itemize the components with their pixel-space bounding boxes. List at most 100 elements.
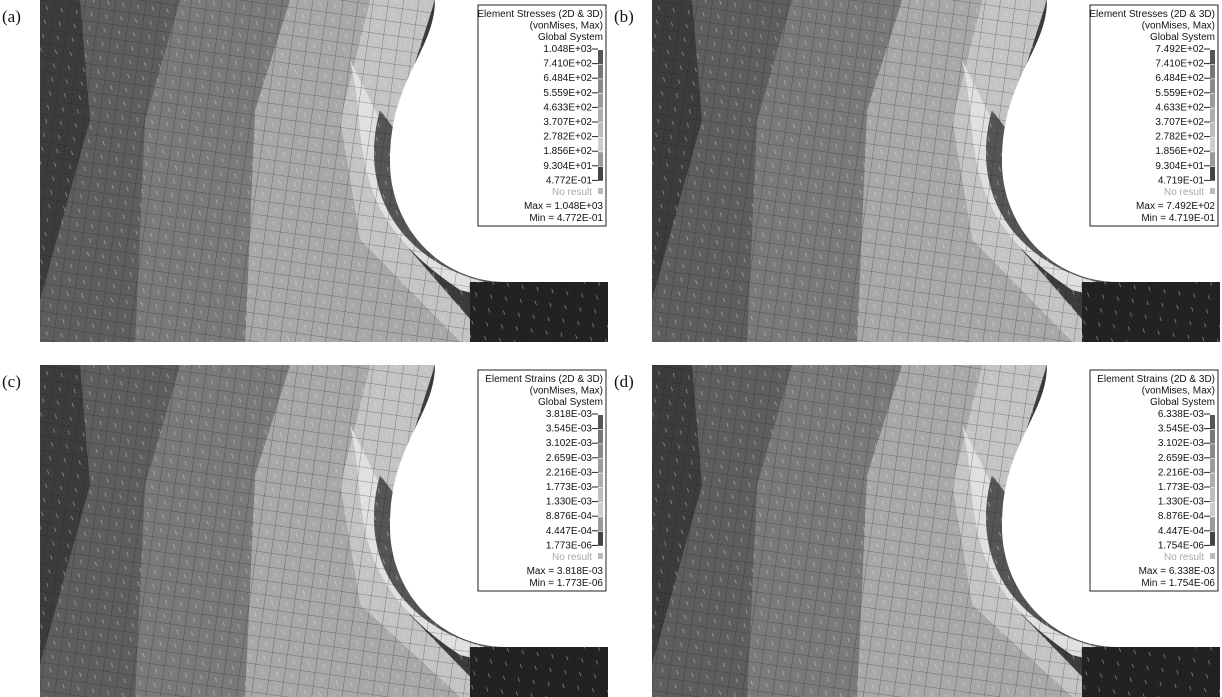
legend-max: Max = 1.048E+03 [524, 201, 603, 212]
legend: Element Strains (2D & 3D)(vonMises, Max)… [1090, 370, 1218, 591]
legend-level: 3.707E+02 [1155, 117, 1204, 128]
legend-min: Min = 4.772E-01 [529, 213, 603, 224]
legend-level: 3.818E-03 [546, 409, 593, 420]
legend-level: 9.304E+01 [543, 161, 592, 172]
legend-min: Min = 1.754E-06 [1141, 578, 1215, 589]
panel-label: (c) [2, 372, 21, 391]
legend-swatch [598, 415, 603, 429]
legend-level: 3.102E-03 [1158, 438, 1205, 449]
legend-level: 2.782E+02 [1155, 132, 1204, 143]
legend-swatch [1210, 50, 1215, 64]
legend-swatch [1210, 444, 1215, 458]
panel: (c) Element Strains (2D & 3D)(vonMises, M… [2, 365, 608, 697]
legend-swatch [1210, 473, 1215, 487]
legend-level: 1.773E-06 [546, 540, 593, 551]
legend-level: 4.772E-01 [546, 175, 593, 186]
legend-min: Min = 1.773E-06 [529, 578, 603, 589]
legend-min: Min = 4.719E-01 [1141, 213, 1215, 224]
legend-level: 1.773E-03 [546, 482, 593, 493]
legend-level: 8.876E-04 [1158, 511, 1205, 522]
legend-title: Global System [538, 397, 603, 408]
legend-swatch [1210, 188, 1215, 194]
legend-swatch [1210, 488, 1215, 502]
legend-level: 1.856E+02 [543, 146, 592, 157]
legend-title: (vonMises, Max) [1142, 386, 1215, 397]
panel-label: (d) [614, 372, 634, 391]
legend-no-result: No result [1164, 552, 1204, 563]
legend: Element Stresses (2D & 3D)(vonMises, Max… [1089, 5, 1218, 226]
figure: (a)Element Stresses (2D & 3D)(vonMises, … [0, 0, 1222, 697]
legend-level: 4.633E+02 [543, 102, 592, 113]
legend-swatch [598, 138, 603, 152]
legend-level: 4.447E-04 [546, 526, 593, 537]
legend-swatch [598, 430, 603, 444]
legend-level: 2.659E-03 [1158, 453, 1205, 464]
legend-title: Element Strains (2D & 3D) [1097, 374, 1215, 385]
legend-swatch [598, 188, 603, 194]
legend-swatch [1210, 94, 1215, 108]
legend: Element Strains (2D & 3D)(vonMises, Max)… [478, 370, 606, 591]
legend-level: 6.338E-03 [1158, 409, 1205, 420]
legend-swatch [598, 79, 603, 93]
legend-title: (vonMises, Max) [1142, 21, 1215, 32]
legend-level: 3.545E-03 [546, 424, 593, 435]
legend-swatch [1210, 167, 1215, 181]
legend-swatch [598, 532, 603, 546]
panel: (d) Element Strains (2D & 3D)(vonMises, M… [614, 365, 1220, 697]
legend-title: Element Strains (2D & 3D) [485, 374, 603, 385]
legend-no-result: No result [552, 187, 592, 198]
legend-swatch [1210, 79, 1215, 93]
legend-swatch [1210, 415, 1215, 429]
legend-swatch [1210, 503, 1215, 517]
panel: (b) Element Stresses (2D & 3D)(vonMises, … [614, 0, 1220, 342]
legend-title: Element Stresses (2D & 3D) [1089, 9, 1215, 20]
legend: Element Stresses (2D & 3D)(vonMises, Max… [477, 5, 606, 226]
legend-level: 1.856E+02 [1155, 146, 1204, 157]
legend-swatch [1210, 65, 1215, 79]
panel: (a) Element Stresses (2D & 3D)(vonMises, … [2, 0, 608, 342]
legend-level: 1.754E-06 [1158, 540, 1205, 551]
legend-level: 1.048E+03 [543, 44, 592, 55]
legend-swatch [1210, 532, 1215, 546]
legend-level: 7.492E+02 [1155, 44, 1204, 55]
legend-swatch [1210, 138, 1215, 152]
legend-max: Max = 7.492E+02 [1136, 201, 1215, 212]
panel-label: (b) [614, 7, 634, 26]
legend-level: 1.330E-03 [1158, 497, 1205, 508]
legend-swatch [598, 517, 603, 531]
legend-level: 7.410E+02 [543, 59, 592, 70]
legend-level: 3.102E-03 [546, 438, 593, 449]
legend-level: 4.447E-04 [1158, 526, 1205, 537]
legend-level: 1.330E-03 [546, 497, 593, 508]
legend-level: 2.216E-03 [1158, 467, 1205, 478]
legend-no-result: No result [1164, 187, 1204, 198]
legend-swatch [1210, 123, 1215, 137]
legend-level: 5.559E+02 [543, 88, 592, 99]
legend-level: 4.719E-01 [1158, 175, 1205, 186]
legend-title: Global System [1150, 397, 1215, 408]
legend-level: 1.773E-03 [1158, 482, 1205, 493]
legend-swatch [1210, 108, 1215, 122]
legend-swatch [598, 503, 603, 517]
legend-level: 9.304E+01 [1155, 161, 1204, 172]
legend-level: 4.633E+02 [1155, 102, 1204, 113]
legend-swatch [1210, 430, 1215, 444]
legend-swatch [1210, 152, 1215, 166]
legend-title: Global System [1150, 32, 1215, 43]
panel-label: (a) [2, 7, 21, 26]
legend-swatch [1210, 517, 1215, 531]
legend-swatch [598, 50, 603, 64]
legend-title: (vonMises, Max) [530, 21, 603, 32]
legend-level: 2.216E-03 [546, 467, 593, 478]
legend-swatch [598, 488, 603, 502]
legend-level: 2.782E+02 [543, 132, 592, 143]
legend-swatch [598, 94, 603, 108]
legend-swatch [598, 152, 603, 166]
legend-level: 5.559E+02 [1155, 88, 1204, 99]
legend-swatch [598, 65, 603, 79]
legend-swatch [598, 473, 603, 487]
legend-level: 2.659E-03 [546, 453, 593, 464]
legend-title: Element Stresses (2D & 3D) [477, 9, 603, 20]
legend-swatch [1210, 459, 1215, 473]
legend-swatch [598, 459, 603, 473]
